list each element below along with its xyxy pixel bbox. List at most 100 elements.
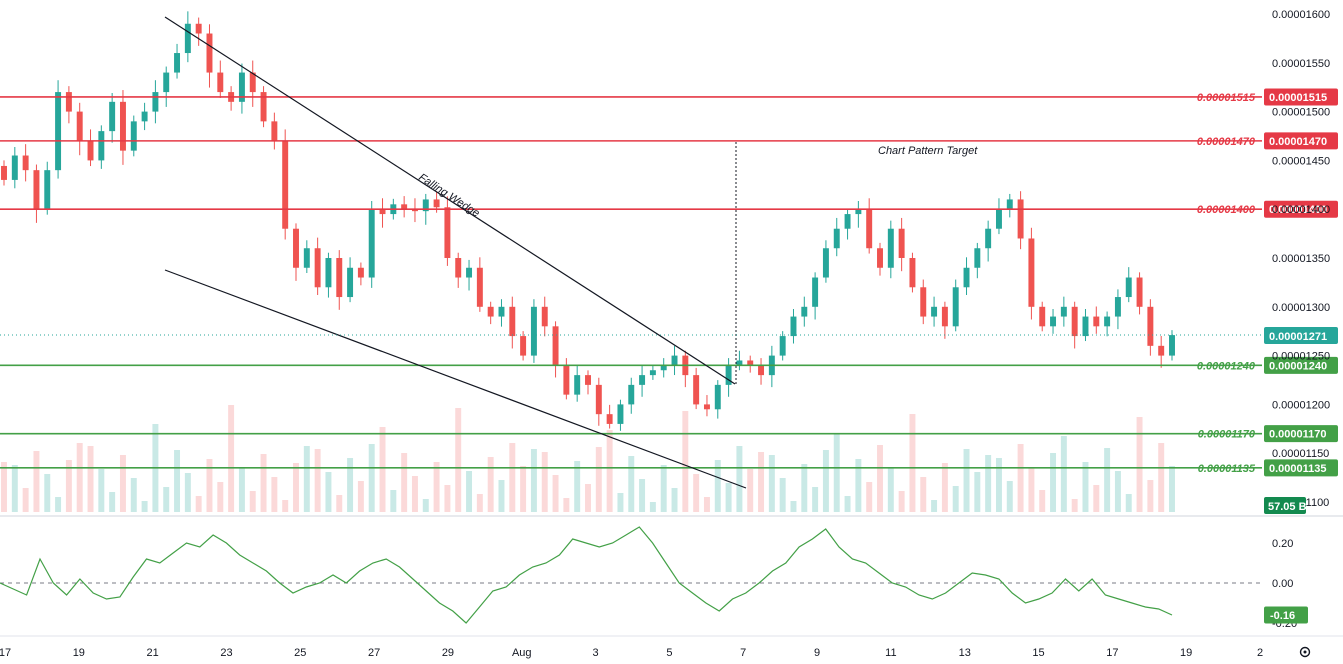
time-tick-label: 25 [294,647,306,659]
price-tick-label: 0.00001250 [1272,351,1330,363]
volume-bar [855,459,862,512]
volume-bar [758,452,765,512]
volume-bar [1082,462,1089,512]
volume-bar [260,454,267,512]
price-tick-label: 0.00001600 [1272,9,1330,21]
volume-bar [401,453,408,512]
volume-bar [455,408,462,512]
volume-bar [411,476,418,512]
volume-bar [44,474,51,512]
volume-bar [509,443,516,512]
candle-body [303,248,310,268]
candle-body [238,72,245,102]
price-levels: 0.00001515 0.00001515 0.00001470 0.00001470… [0,88,1338,477]
volume-bar [1136,417,1143,512]
oscillator-badge-text: -0.16 [1270,610,1295,622]
candle-body [714,384,721,410]
volume-bar [357,481,364,512]
candle-body [974,248,981,268]
candle-body [65,92,72,112]
price-tick-label: 0.00001400 [1272,204,1330,216]
time-tick-label: 19 [73,647,85,659]
candle-body [487,306,494,317]
volume-bar [76,443,83,512]
candlesticks [1,11,1175,431]
candle-body [833,228,840,249]
candle-body [779,336,786,356]
volume-bar [1039,490,1046,512]
candle-body [55,92,62,171]
candle-body [130,121,137,151]
volume-bar [585,484,591,512]
volume-bar [822,450,829,512]
volume-bar [87,446,94,512]
candle-body [606,414,613,424]
candle-body [509,306,516,337]
price-tick-label: 0.00001450 [1272,155,1330,167]
candle-body [76,111,83,141]
candle-body [931,306,938,317]
candle-body [1060,306,1067,317]
candle-body [87,140,94,161]
time-tick-label: 3 [593,647,599,659]
volume-bar [433,462,440,512]
level-badge-text: 0.00001135 [1269,463,1327,475]
candle-body [1147,306,1154,346]
volume-bar [628,456,635,512]
candle-body [98,131,105,161]
candle-body [1114,297,1121,317]
price-tick-label: 0.00001300 [1272,302,1330,314]
level-badge [1264,425,1338,443]
oscillator-tick-label: 0.20 [1272,538,1293,550]
candle-body [11,155,18,180]
candle-body [422,199,429,212]
candle-body [336,258,343,298]
volume-bar [520,466,527,512]
candle-body [595,384,602,415]
volume-bar [898,491,905,512]
volume-bar [1104,448,1111,512]
volume-bar [682,411,689,512]
volume-bar [249,491,256,512]
volume-bar [1,462,7,512]
settings-gear-icon[interactable] [1299,646,1311,658]
volume-bar [736,446,743,512]
volume-bar [693,474,700,512]
candle-body [822,248,829,278]
time-tick-label: 13 [959,647,971,659]
candle-body [184,23,191,54]
volume-bar [844,496,851,512]
volume-bar [714,460,721,512]
volume-bar [1028,467,1035,512]
volume-bar [1006,481,1013,512]
target-label: Chart Pattern Target [878,145,978,157]
time-tick-label: 11 [885,647,896,659]
volume-bar [606,430,613,512]
candle-body [368,209,375,278]
candle-body [552,326,559,366]
level-badge-text: 0.00001515 [1269,92,1327,104]
candle-body [1082,316,1089,337]
level-badge-text: 0.00001470 [1269,136,1327,148]
volume-bar [476,494,483,512]
volume-bar [217,482,224,512]
volume-bar [974,472,981,512]
time-tick-label: 29 [442,647,454,659]
level-badge-text: 0.00001170 [1269,429,1327,441]
volume-bar [184,473,191,512]
level-badge [1264,356,1338,374]
volume-bar [141,501,148,512]
time-tick-label: 19 [1180,647,1192,659]
level-badge-text: 0.00001240 [1269,360,1327,372]
volume-bar [747,469,754,512]
candle-body [1006,199,1013,210]
level-line-label: 0.00001170 [1198,429,1256,441]
volume-bar [293,463,299,512]
volume-bar [325,472,332,512]
level-badge [1264,459,1338,477]
candle-body [1125,277,1132,298]
oscillator-pane: 0.200.00-0.20-0.16 [0,526,1308,630]
candle-body [271,121,278,141]
volume-bars [1,405,1175,512]
